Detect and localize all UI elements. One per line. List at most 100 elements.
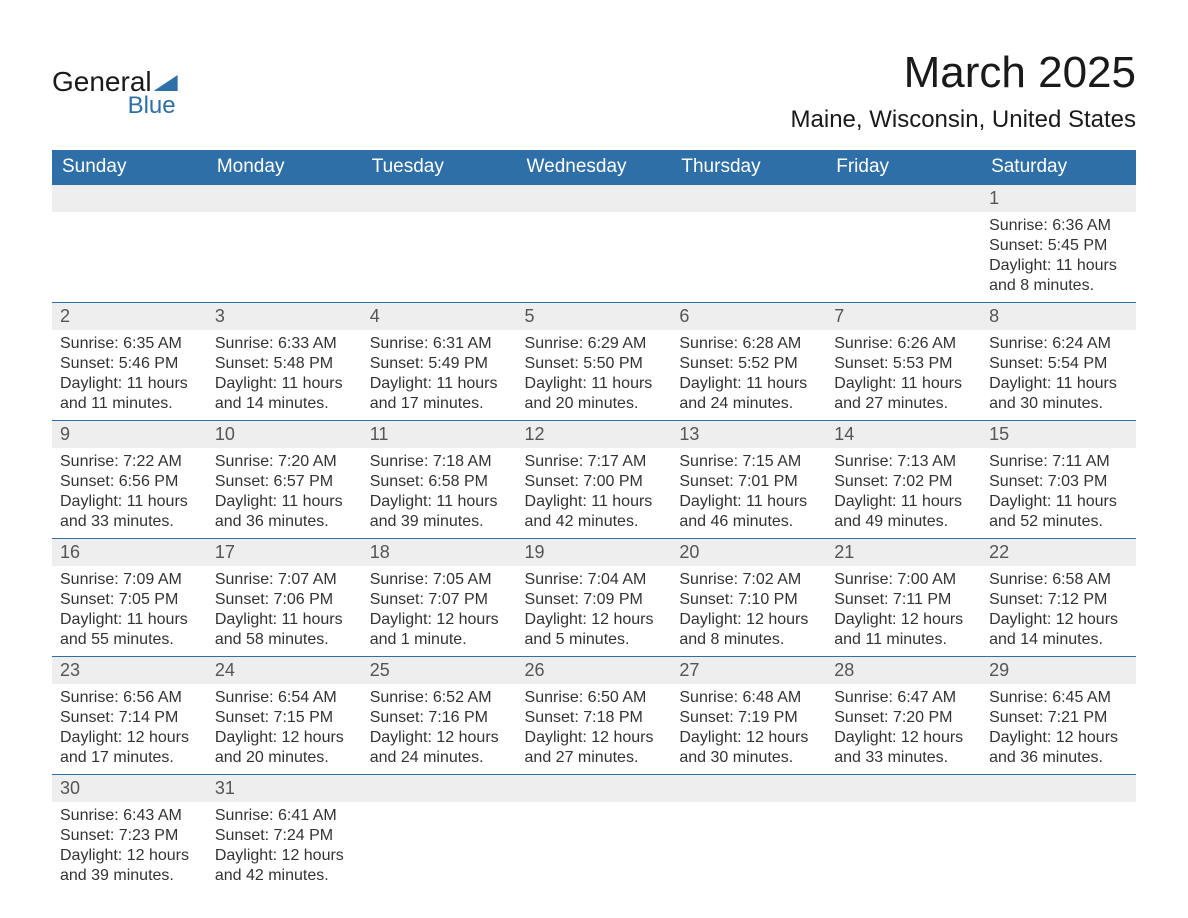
day-number — [362, 775, 517, 802]
logo-triangle-icon — [154, 75, 178, 91]
day-number: 10 — [207, 421, 362, 448]
calendar-cell: 11Sunrise: 7:18 AMSunset: 6:58 PMDayligh… — [362, 421, 517, 539]
calendar-cell — [671, 775, 826, 893]
calendar-table: SundayMondayTuesdayWednesdayThursdayFrid… — [52, 150, 1136, 892]
calendar-cell: 31Sunrise: 6:41 AMSunset: 7:24 PMDayligh… — [207, 775, 362, 893]
calendar-cell: 1Sunrise: 6:36 AMSunset: 5:45 PMDaylight… — [981, 185, 1136, 303]
calendar-cell: 17Sunrise: 7:07 AMSunset: 7:06 PMDayligh… — [207, 539, 362, 657]
calendar-cell: 14Sunrise: 7:13 AMSunset: 7:02 PMDayligh… — [826, 421, 981, 539]
day-number: 12 — [517, 421, 672, 448]
calendar-cell: 25Sunrise: 6:52 AMSunset: 7:16 PMDayligh… — [362, 657, 517, 775]
day-number: 21 — [826, 539, 981, 566]
brand-logo: General Blue — [52, 48, 178, 120]
day-info — [517, 212, 672, 288]
day-info: Sunrise: 6:24 AMSunset: 5:54 PMDaylight:… — [981, 330, 1136, 420]
day-number — [981, 775, 1136, 802]
day-number: 27 — [671, 657, 826, 684]
calendar-cell: 30Sunrise: 6:43 AMSunset: 7:23 PMDayligh… — [52, 775, 207, 893]
day-info: Sunrise: 6:45 AMSunset: 7:21 PMDaylight:… — [981, 684, 1136, 774]
day-number: 14 — [826, 421, 981, 448]
day-number — [362, 185, 517, 212]
day-info: Sunrise: 6:28 AMSunset: 5:52 PMDaylight:… — [671, 330, 826, 420]
day-info: Sunrise: 6:50 AMSunset: 7:18 PMDaylight:… — [517, 684, 672, 774]
day-number: 9 — [52, 421, 207, 448]
day-number — [671, 185, 826, 212]
day-info: Sunrise: 7:22 AMSunset: 6:56 PMDaylight:… — [52, 448, 207, 538]
day-info — [671, 212, 826, 288]
day-number: 29 — [981, 657, 1136, 684]
day-info: Sunrise: 6:29 AMSunset: 5:50 PMDaylight:… — [517, 330, 672, 420]
day-info: Sunrise: 7:05 AMSunset: 7:07 PMDaylight:… — [362, 566, 517, 656]
calendar-cell: 10Sunrise: 7:20 AMSunset: 6:57 PMDayligh… — [207, 421, 362, 539]
day-number: 22 — [981, 539, 1136, 566]
weekday-header: Friday — [826, 150, 981, 185]
calendar-cell: 9Sunrise: 7:22 AMSunset: 6:56 PMDaylight… — [52, 421, 207, 539]
calendar-cell — [826, 185, 981, 303]
calendar-week-row: 2Sunrise: 6:35 AMSunset: 5:46 PMDaylight… — [52, 303, 1136, 421]
day-info: Sunrise: 7:15 AMSunset: 7:01 PMDaylight:… — [671, 448, 826, 538]
day-info: Sunrise: 7:13 AMSunset: 7:02 PMDaylight:… — [826, 448, 981, 538]
calendar-cell: 12Sunrise: 7:17 AMSunset: 7:00 PMDayligh… — [517, 421, 672, 539]
day-number: 6 — [671, 303, 826, 330]
day-number: 8 — [981, 303, 1136, 330]
location-subtitle: Maine, Wisconsin, United States — [791, 106, 1136, 134]
day-info: Sunrise: 7:04 AMSunset: 7:09 PMDaylight:… — [517, 566, 672, 656]
calendar-week-row: 23Sunrise: 6:56 AMSunset: 7:14 PMDayligh… — [52, 657, 1136, 775]
calendar-cell: 7Sunrise: 6:26 AMSunset: 5:53 PMDaylight… — [826, 303, 981, 421]
day-info: Sunrise: 7:02 AMSunset: 7:10 PMDaylight:… — [671, 566, 826, 656]
day-info: Sunrise: 7:00 AMSunset: 7:11 PMDaylight:… — [826, 566, 981, 656]
day-info — [671, 802, 826, 878]
day-info: Sunrise: 6:58 AMSunset: 7:12 PMDaylight:… — [981, 566, 1136, 656]
calendar-cell: 20Sunrise: 7:02 AMSunset: 7:10 PMDayligh… — [671, 539, 826, 657]
day-info: Sunrise: 6:31 AMSunset: 5:49 PMDaylight:… — [362, 330, 517, 420]
day-number: 11 — [362, 421, 517, 448]
day-number: 25 — [362, 657, 517, 684]
day-info — [52, 212, 207, 288]
calendar-cell: 22Sunrise: 6:58 AMSunset: 7:12 PMDayligh… — [981, 539, 1136, 657]
day-info: Sunrise: 6:41 AMSunset: 7:24 PMDaylight:… — [207, 802, 362, 892]
day-number: 24 — [207, 657, 362, 684]
calendar-cell: 16Sunrise: 7:09 AMSunset: 7:05 PMDayligh… — [52, 539, 207, 657]
day-info — [207, 212, 362, 288]
day-info: Sunrise: 7:09 AMSunset: 7:05 PMDaylight:… — [52, 566, 207, 656]
calendar-cell — [517, 185, 672, 303]
day-info: Sunrise: 6:36 AMSunset: 5:45 PMDaylight:… — [981, 212, 1136, 302]
day-number: 19 — [517, 539, 672, 566]
calendar-cell — [981, 775, 1136, 893]
calendar-cell: 28Sunrise: 6:47 AMSunset: 7:20 PMDayligh… — [826, 657, 981, 775]
calendar-week-row: 16Sunrise: 7:09 AMSunset: 7:05 PMDayligh… — [52, 539, 1136, 657]
day-info: Sunrise: 6:26 AMSunset: 5:53 PMDaylight:… — [826, 330, 981, 420]
day-number: 3 — [207, 303, 362, 330]
day-number: 17 — [207, 539, 362, 566]
day-number: 30 — [52, 775, 207, 802]
day-number — [517, 185, 672, 212]
day-number: 16 — [52, 539, 207, 566]
day-number — [207, 185, 362, 212]
calendar-cell — [826, 775, 981, 893]
day-number: 4 — [362, 303, 517, 330]
day-info: Sunrise: 6:48 AMSunset: 7:19 PMDaylight:… — [671, 684, 826, 774]
day-info: Sunrise: 7:17 AMSunset: 7:00 PMDaylight:… — [517, 448, 672, 538]
day-info — [362, 212, 517, 288]
calendar-cell — [362, 775, 517, 893]
calendar-week-row: 1Sunrise: 6:36 AMSunset: 5:45 PMDaylight… — [52, 185, 1136, 303]
day-number: 1 — [981, 185, 1136, 212]
day-number — [826, 185, 981, 212]
day-info: Sunrise: 6:35 AMSunset: 5:46 PMDaylight:… — [52, 330, 207, 420]
day-number — [52, 185, 207, 212]
day-number: 18 — [362, 539, 517, 566]
day-info: Sunrise: 6:33 AMSunset: 5:48 PMDaylight:… — [207, 330, 362, 420]
day-info: Sunrise: 7:18 AMSunset: 6:58 PMDaylight:… — [362, 448, 517, 538]
day-info: Sunrise: 7:11 AMSunset: 7:03 PMDaylight:… — [981, 448, 1136, 538]
calendar-cell: 3Sunrise: 6:33 AMSunset: 5:48 PMDaylight… — [207, 303, 362, 421]
weekday-header: Tuesday — [362, 150, 517, 185]
calendar-cell: 13Sunrise: 7:15 AMSunset: 7:01 PMDayligh… — [671, 421, 826, 539]
calendar-cell — [671, 185, 826, 303]
calendar-week-row: 9Sunrise: 7:22 AMSunset: 6:56 PMDaylight… — [52, 421, 1136, 539]
weekday-header: Saturday — [981, 150, 1136, 185]
calendar-cell: 15Sunrise: 7:11 AMSunset: 7:03 PMDayligh… — [981, 421, 1136, 539]
weekday-header: Sunday — [52, 150, 207, 185]
day-info: Sunrise: 6:56 AMSunset: 7:14 PMDaylight:… — [52, 684, 207, 774]
calendar-cell — [362, 185, 517, 303]
day-info: Sunrise: 7:07 AMSunset: 7:06 PMDaylight:… — [207, 566, 362, 656]
